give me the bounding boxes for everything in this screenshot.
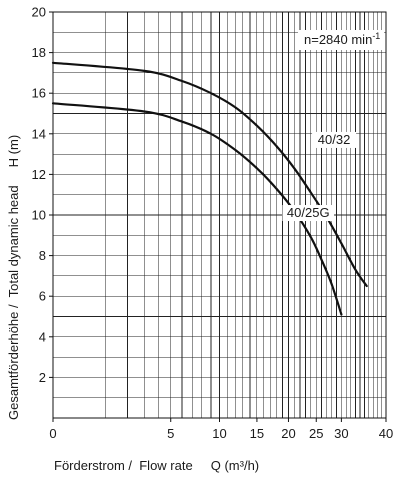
- y-tick-label: 6: [39, 289, 46, 304]
- curve-40-32: [51, 61, 368, 288]
- x-tick-label: 10: [212, 426, 226, 441]
- speed-annotation: n=2840 min-1: [304, 31, 380, 47]
- annotation-background: [298, 30, 384, 50]
- x-tick-label: 5: [167, 426, 174, 441]
- y-tick-label: 16: [32, 86, 46, 101]
- y-tick-label: 10: [32, 208, 46, 223]
- x-axis-label: Förderstrom / Flow rate Q (m³/h): [54, 458, 259, 473]
- series-label-40-25g: 40/25G: [287, 205, 330, 220]
- x-tick-label: 0: [49, 426, 56, 441]
- y-tick-labels: 2 4 6 8 10 12 14 16 18 20: [32, 5, 53, 385]
- y-tick-label: 2: [39, 370, 46, 385]
- series-label-40-32: 40/32: [318, 132, 351, 147]
- y-tick-label: 14: [32, 126, 46, 141]
- y-tick-label: 18: [32, 45, 46, 60]
- curves: [51, 61, 368, 316]
- series-label-background: [282, 205, 335, 222]
- grid: [53, 12, 386, 418]
- x-tick-label: 15: [250, 426, 264, 441]
- series-label-background: [312, 131, 357, 148]
- x-tick-label: 25: [309, 426, 323, 441]
- y-tick-label: 20: [32, 5, 46, 20]
- x-tick-labels: 0 5 10 15 20 25 30 40: [49, 418, 393, 441]
- curve-40-25g: [51, 102, 343, 316]
- y-axis-label: Gesamtförderhöhe / Total dynamic head H …: [6, 135, 21, 420]
- y-tick-label: 8: [39, 248, 46, 263]
- y-tick-label: 12: [32, 167, 46, 182]
- x-tick-label: 30: [334, 426, 348, 441]
- x-tick-label: 40: [379, 426, 393, 441]
- x-tick-label: 20: [281, 426, 295, 441]
- y-tick-label: 4: [39, 329, 46, 344]
- series-labels: 40/32 40/25G: [282, 131, 357, 222]
